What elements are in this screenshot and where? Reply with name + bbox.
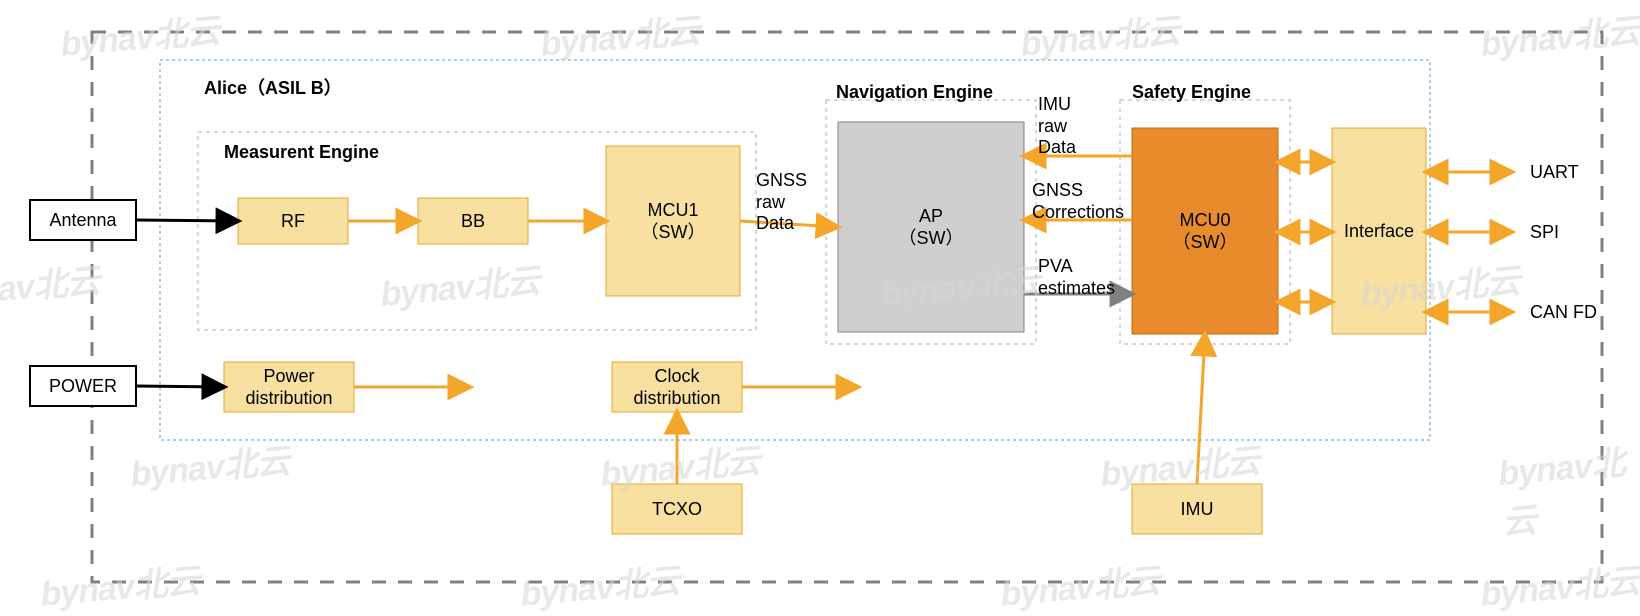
- title-nav: Navigation Engine: [836, 82, 993, 104]
- node-imu: IMU: [1132, 484, 1262, 534]
- edgelabel-canfd: CAN FD: [1530, 302, 1597, 324]
- node-bb: BB: [418, 198, 528, 244]
- node-power: POWER: [30, 366, 136, 406]
- edgelabel-gnssCorr: GNSS Corrections: [1032, 180, 1124, 223]
- edgelabel-pva: PVA estimates: [1038, 256, 1115, 299]
- node-mcu0: MCU0 （SW）: [1132, 128, 1278, 334]
- title-safety: Safety Engine: [1132, 82, 1251, 104]
- edgelabel-uart: UART: [1530, 162, 1579, 184]
- node-tcxo: TCXO: [612, 484, 742, 534]
- node-rf: RF: [238, 198, 348, 244]
- edgelabel-gnssRaw: GNSS raw Data: [756, 170, 807, 235]
- node-mcu1: MCU1 （SW）: [606, 146, 740, 296]
- node-interface: Interface: [1332, 128, 1426, 334]
- node-antenna: Antenna: [30, 200, 136, 240]
- node-ap: AP （SW）: [838, 122, 1024, 332]
- node-pdist: Power distribution: [224, 362, 354, 412]
- edgelabel-spi: SPI: [1530, 222, 1559, 244]
- node-cdist: Clock distribution: [612, 362, 742, 412]
- title-alice: Alice（ASIL B）: [204, 78, 342, 100]
- title-meas: Measurent Engine: [224, 142, 379, 164]
- edgelabel-imuRaw: IMU raw Data: [1038, 94, 1076, 159]
